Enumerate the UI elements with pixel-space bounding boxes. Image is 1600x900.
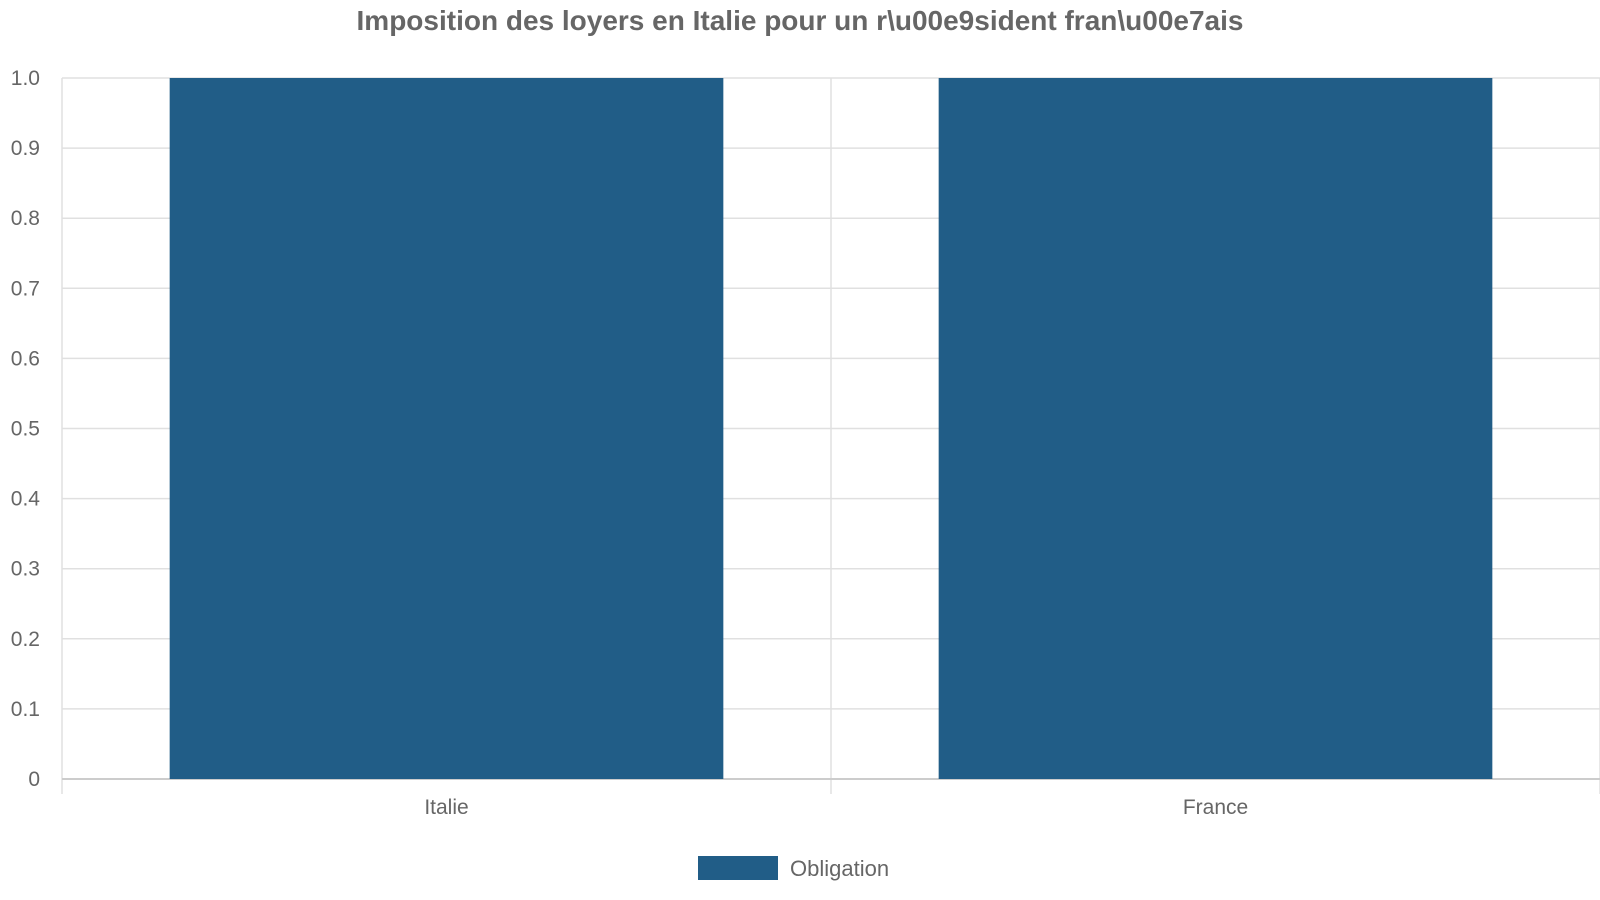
y-tick-label: 1.0: [11, 67, 40, 90]
legend[interactable]: Obligation: [698, 856, 889, 881]
y-tick-label: 0: [28, 768, 40, 791]
y-tick-label: 0.5: [11, 418, 40, 441]
y-axis-tick-labels: 0 0.1 0.2 0.3 0.4 0.5 0.6 0.7 0.8 0.9 1.0: [11, 67, 41, 791]
y-tick-label: 0.2: [11, 628, 40, 651]
y-tick-label: 0.9: [11, 137, 40, 160]
x-tick-label: Italie: [424, 796, 468, 819]
bar-italie[interactable]: [169, 78, 724, 779]
legend-label: Obligation: [790, 856, 889, 881]
bars: [169, 78, 1493, 779]
y-tick-label: 0.7: [11, 277, 40, 300]
legend-swatch[interactable]: [698, 856, 778, 880]
chart-title: Imposition des loyers en Italie pour un …: [357, 5, 1244, 36]
y-tick-label: 0.1: [11, 698, 40, 721]
y-tick-label: 0.6: [11, 347, 40, 370]
x-tick-label: France: [1183, 796, 1248, 819]
y-tick-label: 0.8: [11, 207, 40, 230]
bar-france[interactable]: [938, 78, 1493, 779]
y-tick-label: 0.3: [11, 558, 40, 581]
y-tick-label: 0.4: [11, 488, 41, 511]
x-axis-tick-labels: Italie France: [424, 796, 1248, 819]
